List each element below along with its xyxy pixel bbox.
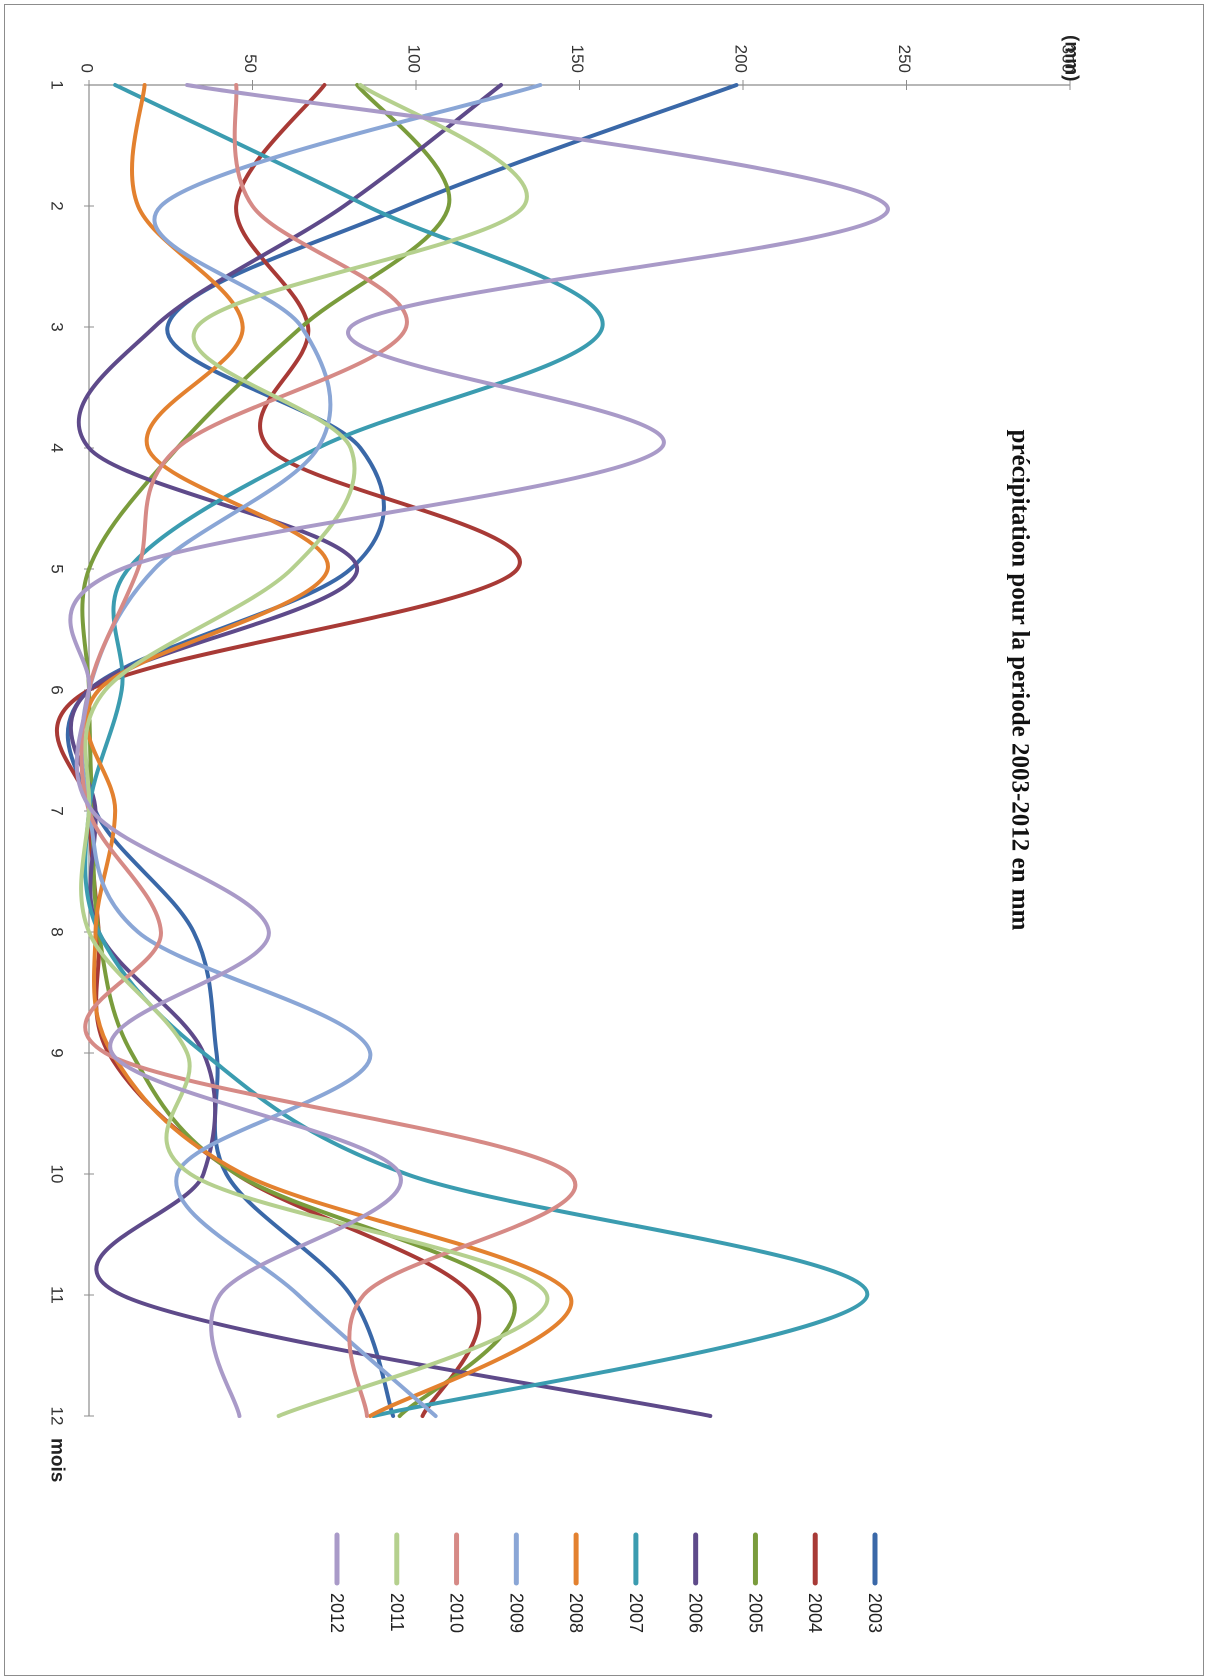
chart-title: précipitation pour la periode 2003-2012 …	[1007, 430, 1034, 931]
series-line-2012	[68, 83, 890, 1418]
month-tick-label: 1	[48, 80, 67, 89]
legend-label-2011: 2011	[387, 1593, 407, 1632]
series-line-2008	[84, 83, 574, 1418]
month-tick-label: 7	[48, 806, 67, 815]
legend: 2003 2004 2005 2006 2007 2008 2009 2010 2011 2012	[327, 1532, 885, 1633]
value-tick-label: 50	[241, 54, 260, 73]
legend-label-2010: 2010	[447, 1593, 467, 1633]
month-tick-label: 8	[48, 927, 67, 936]
legend-label-2003: 2003	[865, 1593, 885, 1633]
month-tick-label: 3	[48, 322, 67, 331]
chart-frame: 0 50 100 150 200 250 300 1 2 3 4 5 6 7 8 9 10 11 12 (mm) mo…	[4, 4, 1204, 1676]
series-line-2006	[68, 83, 713, 1418]
legend-label-2012: 2012	[327, 1593, 347, 1633]
legend-label-2008: 2008	[566, 1593, 586, 1633]
series-line-2011	[79, 83, 550, 1418]
series-line-2007	[83, 83, 870, 1418]
series-line-2003	[65, 83, 739, 1418]
month-tick-label: 9	[48, 1048, 67, 1057]
value-axis-unit-label: (mm)	[1061, 35, 1082, 81]
legend-label-2006: 2006	[686, 1593, 706, 1633]
month-tick-label: 5	[48, 564, 67, 573]
value-tick-label: 250	[895, 45, 914, 73]
legend-label-2004: 2004	[805, 1593, 825, 1633]
series-layer	[54, 83, 890, 1418]
series-line-2004	[54, 83, 522, 1418]
labels-layer: (mm) mois précipitation pour la periode 20…	[47, 35, 1082, 1482]
month-tick-label: 2	[48, 201, 67, 210]
value-tick-label: 0	[78, 64, 97, 73]
month-axis-label: mois	[47, 1438, 68, 1482]
value-tick-label: 100	[405, 45, 424, 73]
legend-label-2007: 2007	[626, 1593, 646, 1633]
value-tick-label: 200	[732, 45, 751, 73]
legend-label-2005: 2005	[745, 1593, 765, 1633]
month-tick-label: 12	[48, 1407, 67, 1426]
month-tick-label: 11	[48, 1286, 67, 1304]
series-line-2005	[80, 83, 517, 1418]
month-tick-label: 10	[48, 1165, 67, 1184]
legend-label-2009: 2009	[506, 1593, 526, 1633]
value-tick-label: 300	[1059, 45, 1078, 73]
value-tick-label: 150	[568, 45, 587, 73]
month-tick-label: 6	[48, 685, 67, 694]
month-tick-label: 4	[48, 443, 67, 452]
